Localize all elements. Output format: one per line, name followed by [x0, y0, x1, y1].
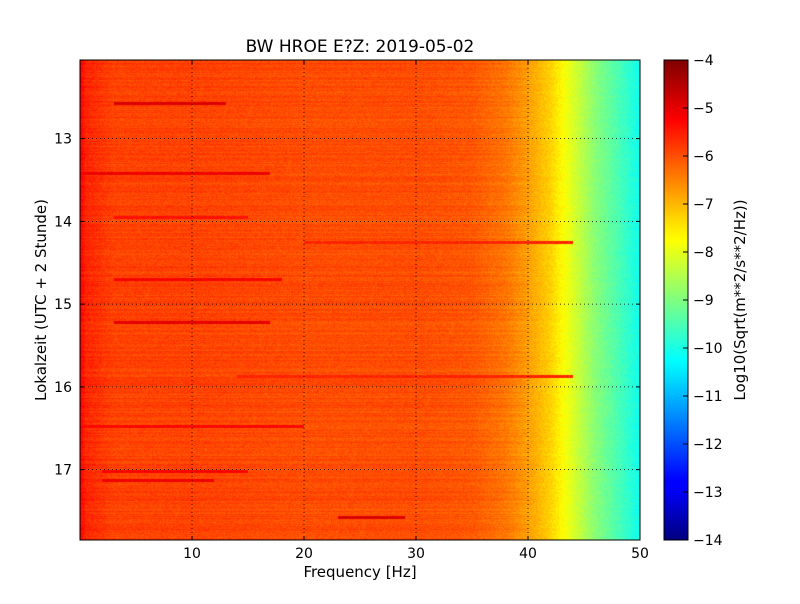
x-tick-label: 20 — [295, 546, 313, 562]
colorbar-tick-label: −12 — [693, 437, 723, 453]
x-tick-label: 10 — [183, 546, 201, 562]
colorbar-tick-label: −4 — [693, 53, 714, 69]
colorbar-tick-label: −13 — [693, 485, 723, 501]
plot-frame — [79, 59, 641, 541]
spectrogram-heatmap — [80, 60, 640, 540]
grid-lines — [80, 60, 640, 540]
x-tick-label: 40 — [519, 546, 537, 562]
plot-area: 10 20 30 40 50 13 14 15 16 17 — [54, 59, 649, 562]
x-tick-label: 50 — [631, 546, 649, 562]
colorbar-tick-label: −14 — [693, 533, 723, 549]
y-tick-label: 15 — [54, 297, 72, 313]
x-axis-label: Frequency [Hz] — [303, 563, 416, 581]
colorbar-label: Log10(Sqrt(m**2/s**2/Hz)) — [731, 199, 749, 400]
y-axis-ticks: 13 14 15 16 17 — [54, 132, 640, 479]
colorbar-tick-label: −7 — [693, 197, 714, 213]
x-axis-ticks: 10 20 30 40 50 — [183, 60, 649, 562]
y-tick-label: 13 — [54, 132, 72, 148]
y-tick-label: 16 — [54, 380, 72, 396]
colorbar-tick-label: −9 — [693, 293, 714, 309]
chart-title: BW HROE E?Z: 2019-05-02 — [246, 37, 475, 57]
colorbar-ticks: −4 −5 −6 −7 −8 −9 −10 −11 −12 −13 −14 — [683, 53, 723, 549]
colorbar-tick-label: −6 — [693, 149, 714, 165]
colorbar-tick-label: −10 — [693, 341, 723, 357]
y-tick-label: 17 — [54, 463, 72, 479]
colorbar: −4 −5 −6 −7 −8 −9 −10 −11 −12 −13 −14 Log10(Sqrt(m… — [663, 53, 749, 549]
colorbar-tick-label: −8 — [693, 245, 714, 261]
colorbar-tick-label: −11 — [693, 389, 723, 405]
x-tick-label: 30 — [407, 546, 425, 562]
colorbar-tick-label: −5 — [693, 101, 714, 117]
y-tick-label: 14 — [54, 214, 72, 230]
y-axis-label: Lokalzeit (UTC + 2 Stunde) — [32, 199, 50, 401]
